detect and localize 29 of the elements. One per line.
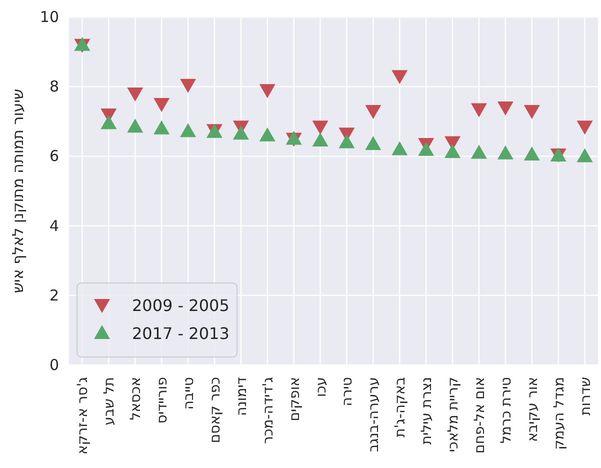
- x-tick-label: נצרת עילית: [419, 377, 436, 445]
- x-tick-label: מגדל העמק: [551, 377, 568, 450]
- x-tick-label: ג'דידה-מכר: [260, 376, 276, 444]
- x-tick-label: קריית מלאכי: [446, 377, 462, 452]
- x-tick-label: שדרות: [578, 376, 594, 416]
- x-tick-label: אום אל-פחם: [472, 377, 488, 454]
- x-tick-label: פוריידיס: [154, 377, 171, 424]
- x-tick-label: תל שבע: [102, 377, 118, 426]
- x-tick-label: דימונה: [234, 376, 250, 416]
- y-tick-label: 10: [40, 8, 59, 26]
- x-tick-label: אכסאל: [128, 377, 144, 420]
- x-tick-label: עכו: [313, 377, 330, 397]
- y-tick-label: 8: [49, 78, 59, 96]
- x-tick-label: באקה-ג'ת: [392, 377, 409, 438]
- y-tick-label: 6: [49, 147, 59, 166]
- y-tick-label: 2: [49, 286, 59, 304]
- y-tick-label: 0: [49, 356, 59, 374]
- x-tick-label: טירה: [340, 377, 356, 406]
- x-tick-label: טייבה: [181, 377, 198, 410]
- x-tick-label: אופקים: [286, 377, 303, 422]
- x-tick-label: כפר קאסם: [207, 377, 224, 444]
- x-tick-label: ערערה-בנגב: [366, 377, 382, 452]
- legend-label: 2009 - 2005: [132, 296, 230, 315]
- y-tick-label: 4: [49, 216, 59, 235]
- legend-label: 2017 - 2013: [132, 324, 230, 343]
- x-tick-label: ג'סר א-זרקא: [75, 376, 92, 455]
- y-axis-title: שיעור תמותה מתוקנן לאלף איש: [9, 88, 27, 294]
- x-tick-label: אור עקיבא: [524, 377, 541, 442]
- x-tick-label: טירת כרמל: [498, 377, 514, 444]
